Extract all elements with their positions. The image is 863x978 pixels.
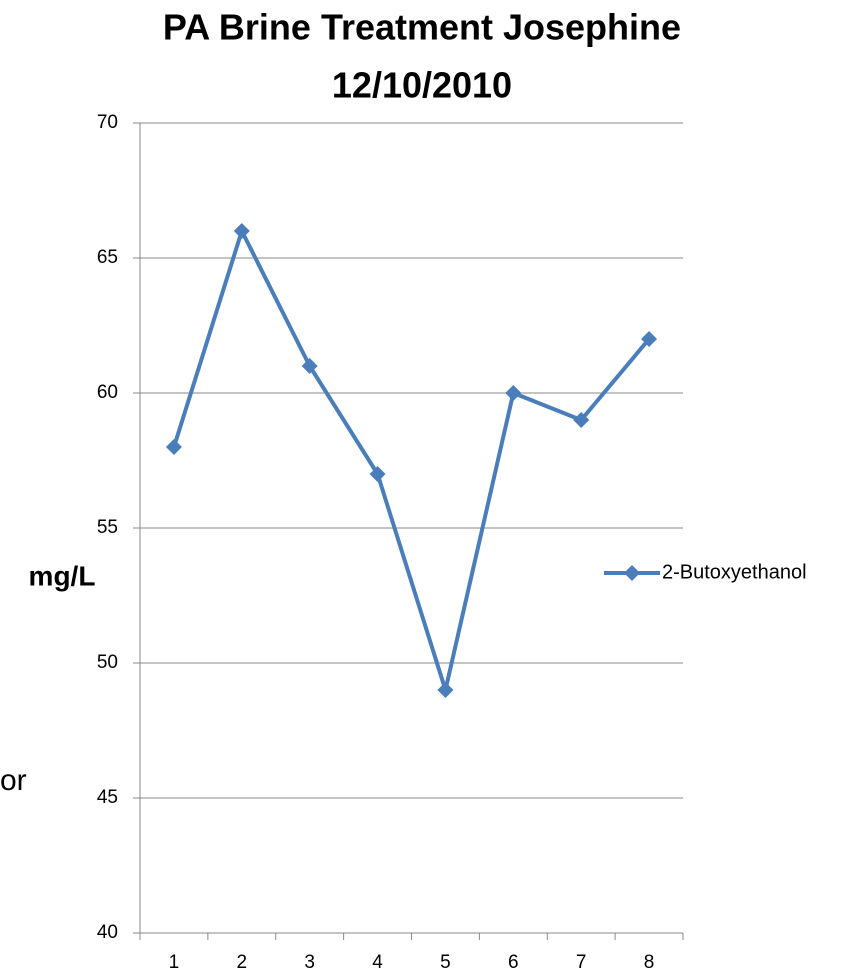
- data-marker: [437, 682, 454, 698]
- legend-marker: [624, 565, 640, 581]
- x-tick-label: 6: [508, 952, 519, 973]
- x-tick-label: 1: [169, 952, 180, 973]
- data-marker: [573, 412, 590, 428]
- x-tick-label: 5: [440, 952, 451, 973]
- x-tick-label: 8: [644, 952, 655, 973]
- y-tick-label: 45: [97, 787, 118, 808]
- chart-title: 12/10/2010: [332, 65, 512, 106]
- annotation: or: [0, 764, 27, 797]
- y-tick-label: 65: [97, 247, 118, 268]
- data-marker: [165, 439, 182, 455]
- y-axis-label: mg/L: [29, 560, 96, 591]
- x-tick-label: 7: [576, 952, 587, 973]
- y-tick-label: 50: [97, 652, 118, 673]
- series-line: [172, 229, 651, 692]
- chart-title: PA Brine Treatment Josephine: [163, 7, 681, 48]
- data-marker: [369, 466, 386, 482]
- x-tick-label: 4: [372, 952, 383, 973]
- x-tick-label: 2: [237, 952, 248, 973]
- y-tick-label: 70: [97, 112, 118, 133]
- data-marker: [301, 358, 318, 374]
- y-tick-label: 60: [97, 382, 118, 403]
- data-marker: [641, 331, 658, 347]
- data-marker: [233, 223, 250, 239]
- y-tick-label: 55: [97, 517, 118, 538]
- legend-label: 2-Butoxyethanol: [662, 561, 807, 583]
- y-tick-label: 40: [97, 922, 118, 943]
- x-tick-label: 3: [304, 952, 315, 973]
- data-marker: [505, 385, 522, 401]
